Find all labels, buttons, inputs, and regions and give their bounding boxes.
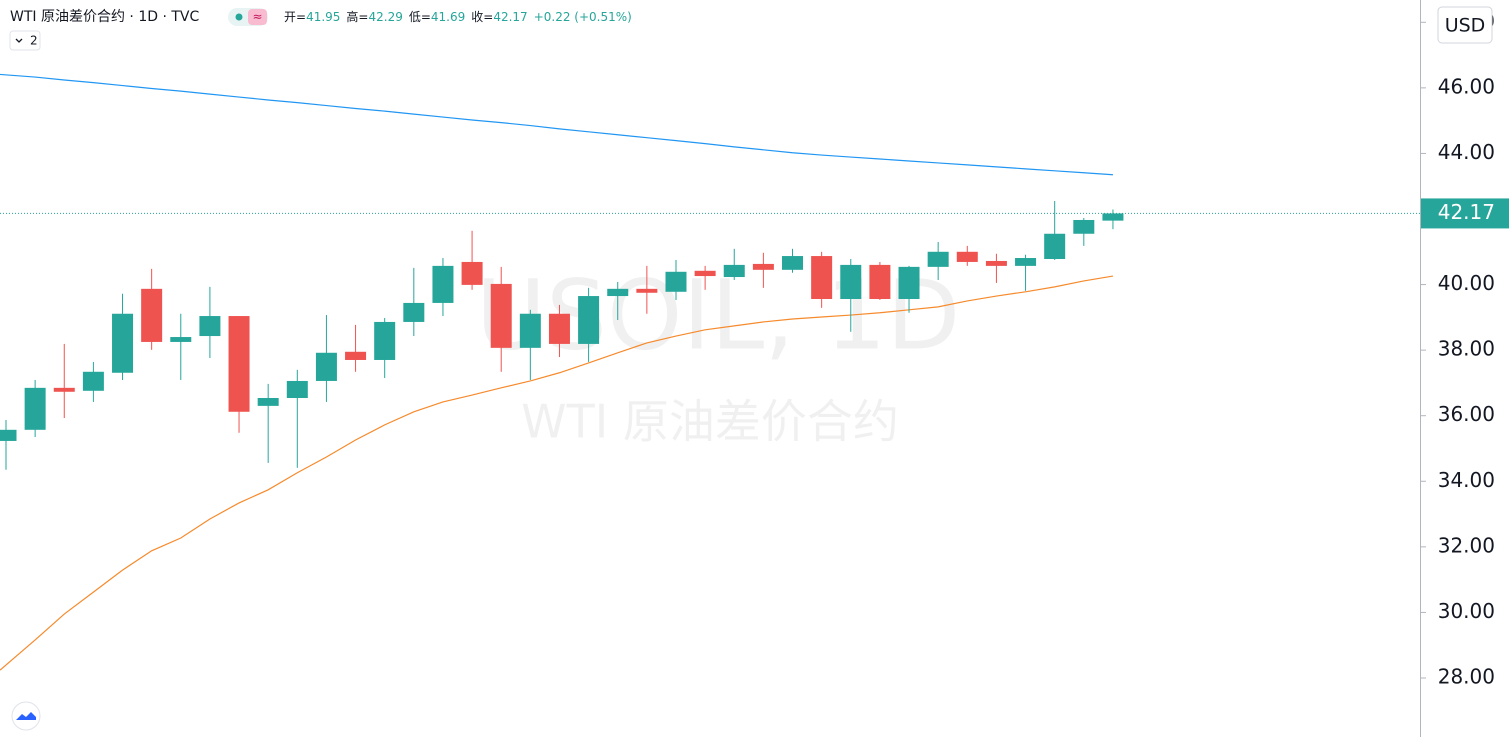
currency[interactable]: USD [1445, 15, 1486, 37]
plot [0, 73, 1420, 671]
candle-body [257, 398, 279, 406]
candle-body [345, 351, 367, 360]
delay-icon[interactable] [248, 9, 267, 25]
logo [16, 712, 36, 720]
y-tick-label: 34.00 [1438, 468, 1495, 492]
legend-value: 42.17 [493, 10, 527, 24]
last-price-label: 42.17 [1438, 200, 1495, 224]
legend-value: 41.69 [431, 10, 465, 24]
y-tick-label: 30.00 [1438, 599, 1495, 623]
candle-body [723, 264, 745, 278]
candle-body [24, 387, 46, 430]
candle-body [112, 313, 134, 373]
ohlc-legend: 开=41.95 高=42.29 低=41.69 收=42.17 +0.22 (+0.51… [284, 9, 632, 24]
y-tick-label: 40.00 [1438, 271, 1495, 295]
candle-body [548, 313, 570, 344]
candle-body [82, 371, 104, 391]
symbol-title: WTI 原油差价合约 · 1D · TVC [10, 9, 199, 25]
legend-value: 42.29 [368, 10, 402, 24]
candle-body [782, 256, 804, 270]
candle-body [0, 429, 17, 441]
candle-body [490, 283, 512, 348]
legend-value: 41.95 [306, 10, 340, 24]
y-tick-label: 32.00 [1438, 533, 1495, 557]
indicator-count: 2 [30, 34, 38, 48]
watermark-name: WTI 原油差价合约 [521, 395, 899, 449]
candle-body [170, 337, 192, 342]
candle-body [1044, 233, 1066, 259]
candle-body [869, 264, 891, 299]
candle-body [607, 288, 629, 297]
moving-average [0, 275, 1114, 671]
candle-body [898, 266, 920, 299]
indicator-toggle[interactable] [9, 30, 41, 51]
candle-body [53, 387, 75, 392]
y-tick-label: 44.00 [1438, 140, 1495, 164]
legend-key: 收= [471, 10, 493, 24]
candle-body [694, 270, 716, 277]
candle-body [1102, 213, 1124, 221]
candle-body [374, 321, 396, 360]
candle-body [519, 313, 541, 348]
legend-key: 低= [409, 10, 431, 24]
y-tick-label: 38.00 [1438, 337, 1495, 361]
moving-average [0, 73, 1113, 176]
candle-body [956, 251, 978, 262]
candle-body [752, 263, 774, 270]
candle-body [1073, 219, 1095, 234]
candle-body [985, 260, 1007, 266]
chevron [15, 38, 23, 43]
candle-body [665, 271, 687, 292]
logo-button[interactable] [11, 701, 41, 731]
candle-body [141, 288, 163, 342]
candle-body [1015, 258, 1037, 266]
candle-body [927, 251, 949, 267]
legend-key: 开= [284, 10, 306, 24]
delay-icon-glyph: ≈ [252, 10, 262, 24]
candle-body [228, 316, 250, 412]
y-tick-label: 36.00 [1438, 402, 1495, 426]
status-dot [235, 13, 243, 21]
candle-body [811, 256, 833, 299]
currency-button[interactable] [1437, 6, 1493, 44]
candle-body [578, 296, 600, 344]
candle-body [286, 380, 308, 399]
legend-key: 高= [346, 9, 368, 24]
candle-body [199, 316, 221, 337]
candle-body [636, 288, 658, 293]
candle-body [315, 352, 337, 381]
candle-body [461, 261, 483, 285]
candle-body [432, 265, 454, 303]
legend-change: +0.22 (+0.51%) [534, 10, 632, 24]
last-price-badge [1421, 198, 1509, 229]
y-tick-label: 28.00 [1438, 664, 1495, 688]
y-tick-label: 46.00 [1438, 74, 1495, 98]
candle-body [840, 264, 862, 299]
candle-body [403, 302, 425, 322]
